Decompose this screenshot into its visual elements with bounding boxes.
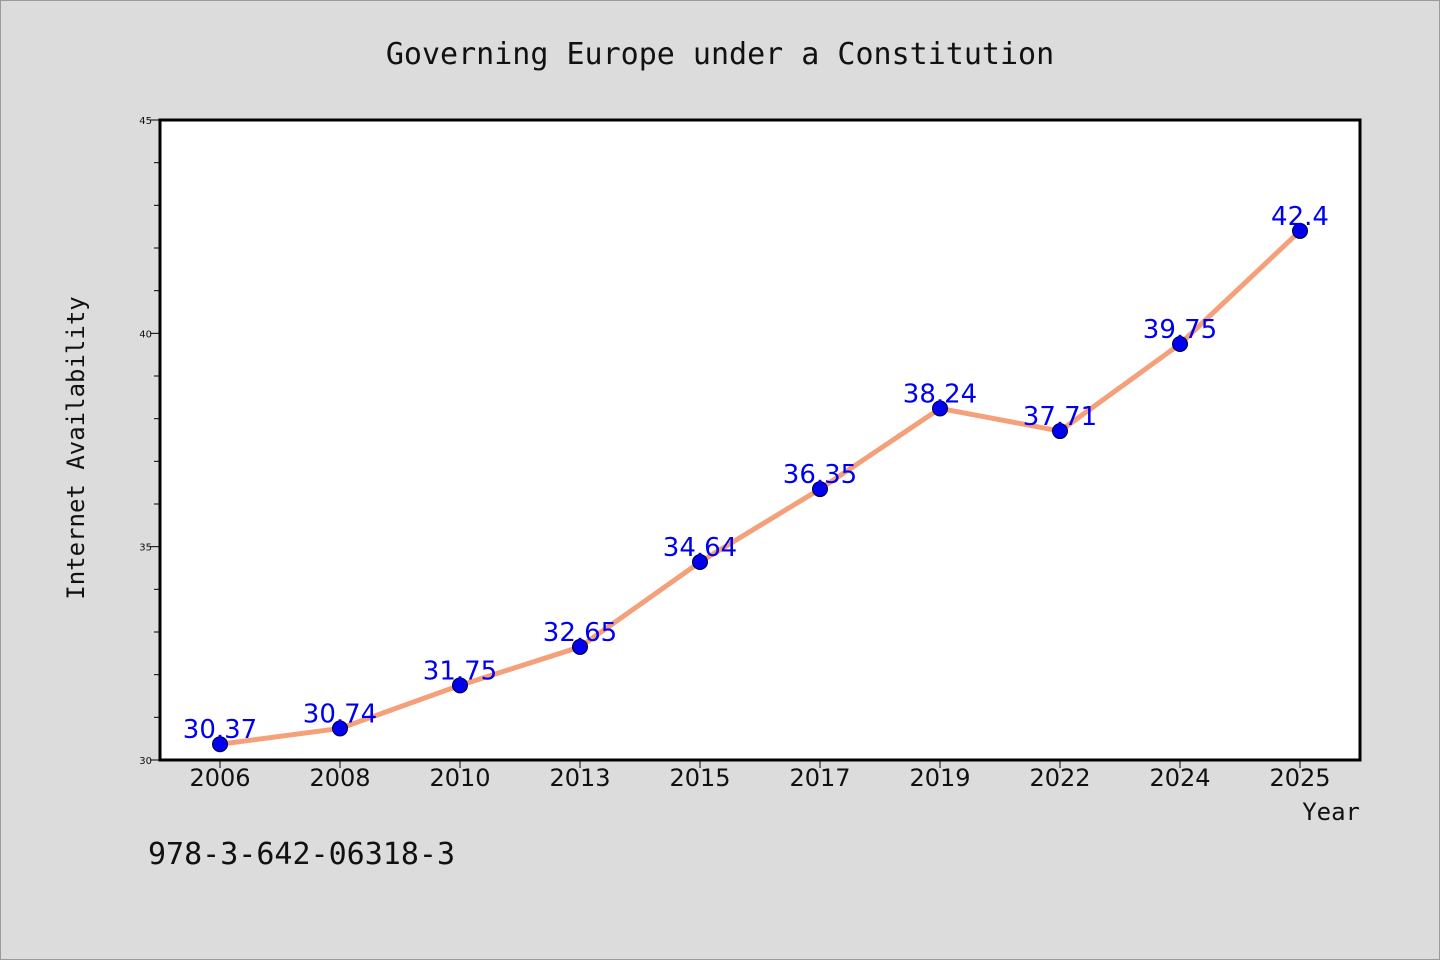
data-label: 32.65 [543,618,617,648]
data-point [452,677,468,694]
x-tick-label: 2025 [1269,764,1330,792]
data-label: 30.74 [303,699,377,729]
x-tick-label: 2008 [309,764,370,792]
data-point [1172,336,1188,352]
x-tick-label: 2015 [669,764,730,792]
data-point [692,554,708,571]
data-label: 36.35 [783,460,857,490]
chart-title: Governing Europe under a Constitution [386,37,1054,72]
data-label-layer: 30.37 30.74 31.75 32.65 34.64 36.35 38.24 37.71… [183,202,1329,745]
series-line [217,228,1303,747]
y-tick-label: 30 [139,756,152,767]
y-axis: 30 35 40 45 [139,116,160,767]
data-label: 42.4 [1271,202,1329,232]
y-tick-label: 45 [139,116,152,127]
series-layer [212,222,1308,753]
data-label: 39.75 [1143,315,1217,345]
y-axis-label: Internet Availability [62,296,90,599]
data-label: 30.37 [183,715,257,745]
x-tick-label: 2006 [189,764,250,792]
data-point [212,736,228,753]
data-point [332,720,348,737]
x-tick-label: 2013 [549,764,610,792]
y-tick-label: 40 [139,329,152,340]
x-tick-label: 2024 [1149,764,1210,792]
data-point [1052,423,1068,440]
x-tick-label: 2019 [909,764,970,792]
x-tick-label: 2022 [1029,764,1090,792]
data-label: 38.24 [903,379,977,409]
y-tick-label: 35 [139,543,152,554]
x-axis-label: Year [1302,798,1360,826]
data-label: 31.75 [423,656,497,686]
data-point [812,481,828,498]
data-label: 34.64 [663,533,737,563]
data-label: 37.71 [1023,402,1097,432]
data-point [932,400,948,417]
x-tick-label: 2017 [789,764,850,792]
data-point [1292,222,1308,239]
x-tick-label: 2010 [429,764,490,792]
isbn-footnote: 978-3-642-06318-3 [148,837,455,872]
plot-area [158,118,1362,762]
data-point [572,638,588,655]
x-axis: 2006 2008 2010 2013 2015 2017 2019 2022 2024 2025 [189,760,1331,792]
